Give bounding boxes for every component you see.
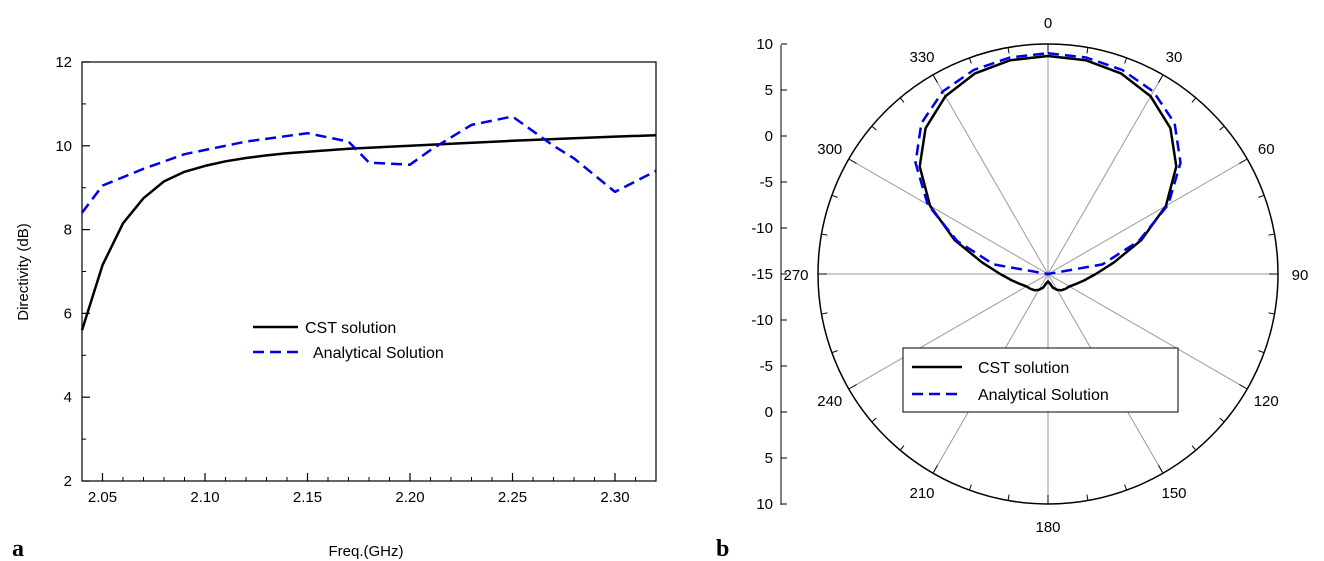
panel-b-angle-tick [1239, 158, 1248, 164]
panel-a-plot-frame [81, 61, 657, 482]
panel-b-angle-tick [821, 312, 828, 315]
panel-a-line-chart: 2.05 2.10 2.15 2.20 2.25 2.30 2 4 6 8 10 12 Freq.(… [12, 54, 657, 561]
panel-b-angle-label: 30 [1166, 49, 1183, 66]
panel-b-angle-tick [871, 125, 877, 131]
panel-b-radial-label: -10 [751, 220, 773, 237]
panel-a-y-tick-label: 12 [55, 54, 72, 71]
panel-a-y-tick-label: 2 [64, 473, 72, 490]
panel-b-radial-label: 10 [756, 36, 773, 53]
panel-b-angle-tick [1007, 47, 1010, 54]
panel-b-angle-tick [1219, 125, 1225, 131]
panel-b-angle-label: 330 [909, 49, 934, 66]
panel-b-angle-tick [1258, 194, 1265, 198]
panel-a-x-tick-label: 2.10 [190, 489, 219, 506]
panel-b-legend-label-analytical: Analytical Solution [978, 387, 1109, 404]
panel-b-angle-tick [1191, 445, 1197, 451]
panel-b-angle-label: 180 [1035, 519, 1060, 536]
panel-b-angle-tick [968, 484, 972, 491]
panel-a-y-tick-label: 8 [64, 222, 72, 239]
panel-a-y-tick-label: 6 [64, 305, 72, 322]
panel-b-angle-label: 60 [1258, 141, 1275, 158]
panel-b-angle-tick [1158, 465, 1164, 474]
panel-b-angle-tick [1124, 484, 1128, 491]
panel-b-angle-tick [932, 465, 938, 474]
panel-b-angle-tick [831, 350, 838, 354]
panel-b-angle-tick [1191, 97, 1197, 103]
panel-b-series-analytical-curve [914, 51, 1182, 276]
panel-a-x-tick-label: 2.30 [600, 489, 629, 506]
panel-b-radial-label: 0 [765, 404, 773, 421]
panel-b-angle-tick [1158, 74, 1164, 83]
panel-b-angle-tick [1086, 47, 1089, 54]
panel-b-angle-tick [1239, 384, 1248, 390]
panel-b-angle-tick [848, 384, 857, 390]
panel-b-angle-tick [821, 233, 828, 236]
panel-a-x-tick-label: 2.15 [293, 489, 322, 506]
panel-b-radial-label: -5 [760, 174, 773, 191]
panel-a-legend: CST solution Analytical Solution [253, 320, 444, 362]
panel-b-legend: CST solution Analytical Solution [902, 347, 1179, 413]
panel-b-angle-label: 240 [817, 393, 842, 410]
panel-a-legend-label-analytical: Analytical Solution [313, 345, 444, 362]
panel-b-angle-label: 270 [783, 267, 808, 284]
panel-a-legend-label-cst: CST solution [305, 320, 396, 337]
panel-b-angle-tick [1086, 494, 1089, 501]
panel-b-radial-label: -15 [751, 266, 773, 283]
panel-b-radial-label: 0 [765, 128, 773, 145]
panel-a-x-tick-label: 2.20 [395, 489, 424, 506]
panel-b-legend-box [902, 347, 1179, 413]
panel-b-angle-label: 90 [1292, 267, 1309, 284]
panel-a-y-axis-title: Directivity (dB) [15, 223, 32, 321]
panel-b-angle-tick [1268, 233, 1275, 236]
panel-b-angle-tick [968, 57, 972, 64]
panel-b-polar-chart: 0 30 60 90 120 150 180 210 240 270 300 330 10 5 0 -5 -1… [716, 15, 1308, 561]
panel-b-legend-label-cst: CST solution [978, 360, 1069, 377]
panel-a-y-tick-label: 4 [64, 389, 72, 406]
panel-b-angle-tick [899, 445, 905, 451]
panel-b-angle-label: 0 [1044, 15, 1052, 32]
panel-b-angle-label: 150 [1161, 485, 1186, 502]
panel-a-letter: a [12, 536, 24, 561]
panel-a-x-tick-label: 2.05 [88, 489, 117, 506]
panel-a-x-tick-label: 2.25 [498, 489, 527, 506]
panel-b-angle-label: 210 [909, 485, 934, 502]
panel-b-angle-tick [831, 194, 838, 198]
panel-b-angle-label: 300 [817, 141, 842, 158]
panel-b-angle-tick [1219, 417, 1225, 423]
panel-b-angle-tick [871, 417, 877, 423]
panel-a-series-cst-line [80, 134, 657, 331]
panel-b-angle-tick [1007, 494, 1010, 501]
panel-b-radial-label: 5 [765, 450, 773, 467]
panel-a-series-analytical-line [81, 115, 657, 214]
panel-b-angle-tick [932, 74, 938, 83]
panel-b-angle-tick [1258, 350, 1265, 354]
panel-b-angle-tick [899, 97, 905, 103]
panel-b-radial-label: -10 [751, 312, 773, 329]
panel-b-letter: b [716, 536, 729, 561]
panel-b-radial-label: -5 [760, 358, 773, 375]
panel-b-angle-tick [1268, 312, 1275, 315]
panel-b-angle-tick [1124, 57, 1128, 64]
panel-b-radial-label: 5 [765, 82, 773, 99]
panel-a-x-axis-title: Freq.(GHz) [329, 543, 404, 560]
panel-b-radial-label: 10 [756, 496, 773, 513]
panel-a-y-tick-label: 10 [55, 138, 72, 155]
panel-b-angle-tick [848, 158, 857, 164]
panel-b-angle-label: 120 [1254, 393, 1279, 410]
